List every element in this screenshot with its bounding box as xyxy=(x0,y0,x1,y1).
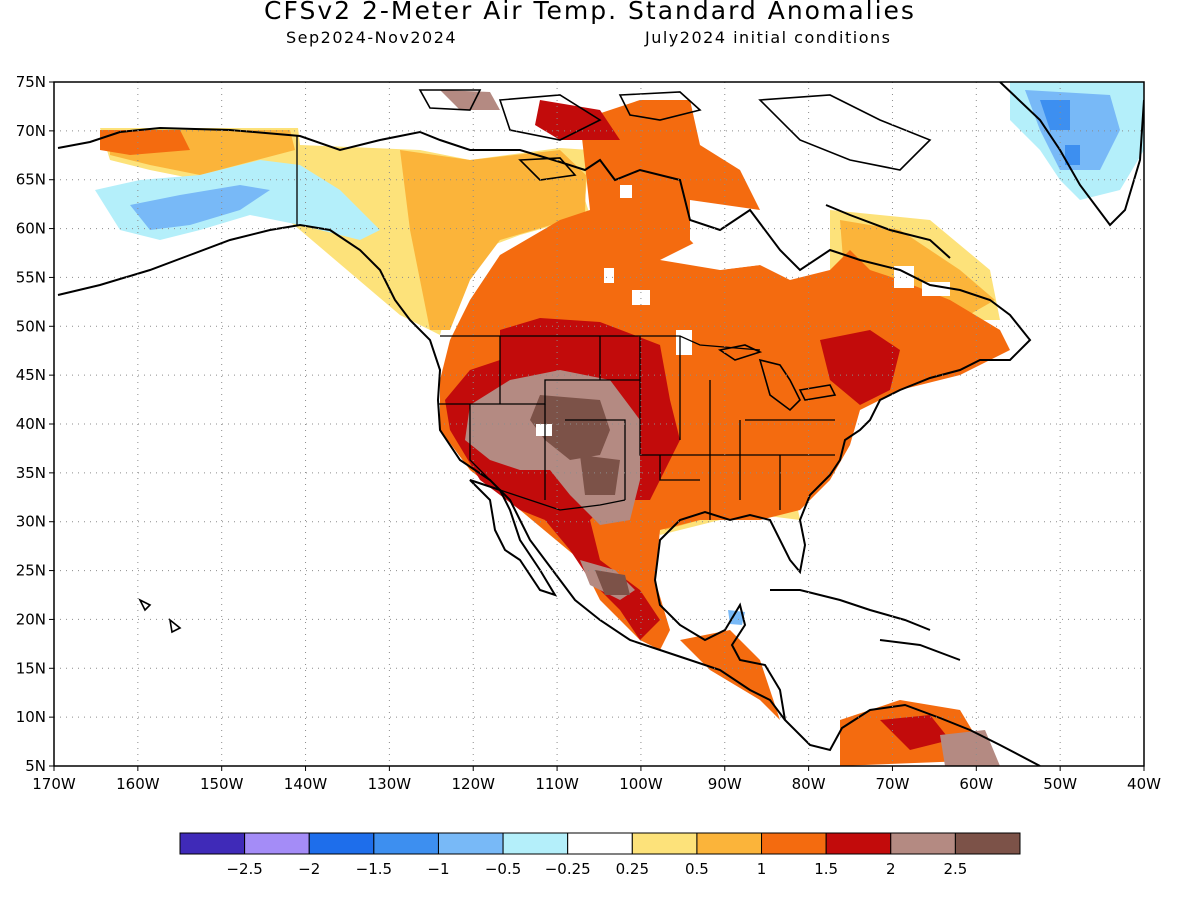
color-bar-legend: −2.5 −2 −1.5 −1 −0.5 −0.25 0.25 0.5 1 1.5 2 2.5 xyxy=(179,832,1021,878)
longitude-label: 120W xyxy=(451,775,495,793)
color-bar-label: 1 xyxy=(757,860,767,878)
initial-conditions: July2024 initial conditions xyxy=(645,28,892,47)
longitude-label: 130W xyxy=(368,775,412,793)
anomaly-shading xyxy=(95,82,1144,766)
latitude-label: 50N xyxy=(16,317,46,335)
map-title: CFSv2 2-Meter Air Temp. Standard Anomali… xyxy=(264,0,916,25)
color-bar-swatch xyxy=(437,832,504,855)
color-bar-swatch xyxy=(502,832,569,855)
state-boundaries xyxy=(296,136,835,520)
color-bar-swatch xyxy=(825,832,892,855)
latitude-label: 25N xyxy=(16,562,46,580)
color-bar-label: 2.5 xyxy=(943,860,967,878)
longitude-label: 150W xyxy=(200,775,244,793)
color-bar-label: −1.5 xyxy=(356,860,392,878)
longitude-label: 40W xyxy=(1127,775,1161,793)
latitude-label: 75N xyxy=(16,73,46,91)
longitude-labels: 170W 160W 150W 140W 130W 120W 110W 100W 90W 80W 70… xyxy=(32,775,1161,793)
color-bar-label: −0.25 xyxy=(545,860,591,878)
latitude-label: 35N xyxy=(16,464,46,482)
latitude-label: 30N xyxy=(16,513,46,531)
color-bar-label: 1.5 xyxy=(814,860,838,878)
color-bar-swatch xyxy=(761,832,827,855)
axis-ticks xyxy=(49,81,1145,771)
color-bar-swatch xyxy=(567,832,633,855)
color-bar-swatch xyxy=(373,832,439,855)
coastlines xyxy=(57,82,1144,766)
longitude-label: 90W xyxy=(708,775,742,793)
color-bar-label: 2 xyxy=(886,860,896,878)
longitude-label: 80W xyxy=(792,775,826,793)
latitude-label: 5N xyxy=(25,757,46,775)
color-bar-label: 0.25 xyxy=(616,860,649,878)
color-bar-swatch xyxy=(244,832,310,855)
longitude-label: 160W xyxy=(116,775,160,793)
longitude-label: 100W xyxy=(619,775,663,793)
color-bar-swatch xyxy=(890,832,956,855)
latitude-label: 15N xyxy=(16,659,46,677)
longitude-label: 170W xyxy=(32,775,76,793)
longitude-label: 60W xyxy=(959,775,993,793)
longitude-label: 140W xyxy=(284,775,328,793)
latitude-label: 70N xyxy=(16,122,46,140)
latitude-label: 20N xyxy=(16,610,46,628)
color-bar-swatch xyxy=(631,832,698,855)
longitude-label: 50W xyxy=(1043,775,1077,793)
longitude-label: 110W xyxy=(535,775,579,793)
color-bar-label: −0.5 xyxy=(485,860,521,878)
color-bar-label: 0.5 xyxy=(685,860,709,878)
latitude-label: 60N xyxy=(16,220,46,238)
latitude-label: 10N xyxy=(16,708,46,726)
latitude-label: 40N xyxy=(16,415,46,433)
latitude-label: 45N xyxy=(16,366,46,384)
latitude-label: 55N xyxy=(16,268,46,286)
lakes-islands xyxy=(138,89,932,634)
color-bar-swatch xyxy=(696,832,763,855)
latitude-labels: 75N 70N 65N 60N 55N 50N 45N 40N 35N 30N 25N 20N 15N 1… xyxy=(16,73,46,775)
color-bar-label: −2 xyxy=(298,860,320,878)
forecast-period: Sep2024-Nov2024 xyxy=(286,28,458,47)
graticule xyxy=(54,82,1144,766)
color-bar-swatch xyxy=(179,832,246,855)
color-bar-label: −1 xyxy=(427,860,449,878)
color-bar-swatch xyxy=(308,832,375,855)
longitude-label: 70W xyxy=(876,775,910,793)
color-bar-label: −2.5 xyxy=(226,860,262,878)
latitude-label: 65N xyxy=(16,171,46,189)
color-bar-swatch xyxy=(954,832,1021,855)
